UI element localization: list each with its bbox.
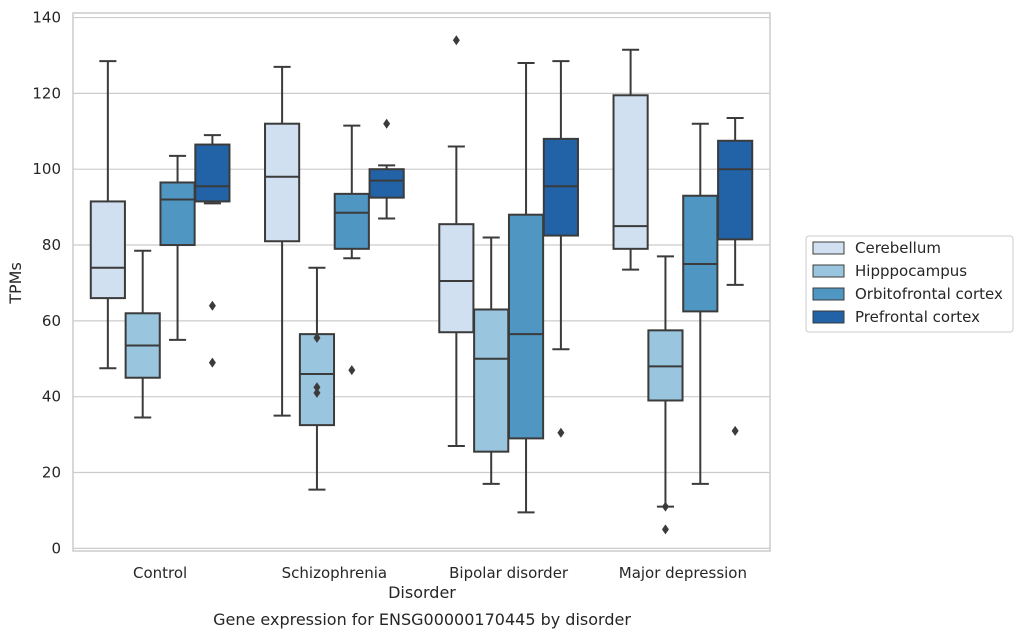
x-axis-label: Disorder [388,583,456,602]
legend-swatch [812,241,845,255]
y-tick-label: 0 [51,539,61,557]
legend-swatch [812,264,845,278]
outlier-point [557,427,565,438]
legend-items: Cerebellum Hipppocampus Orbitofrontal cort… [812,239,1003,326]
box-group [368,118,405,220]
chart-caption: Gene expression for ENSG00000170445 by d… [213,610,631,629]
outlier-point [661,501,669,512]
box-group [682,122,719,485]
y-tick-label: 60 [42,312,61,330]
box [717,139,754,241]
legend-label: Prefrontal cortex [855,308,980,326]
box [612,94,649,250]
x-tick-label: Schizophrenia [282,564,387,582]
legend-label: Hipppocampus [855,262,967,280]
legend-swatch [812,287,845,301]
outlier-point [313,382,321,393]
box [682,194,719,313]
legend-frame [805,235,1014,333]
x-tick-labels: Control Schizophrenia Bipolar disorder Majo… [133,564,747,582]
outlier-point [208,357,216,368]
x-tick-label: Bipolar disorder [449,564,569,582]
legend-label: Cerebellum [855,239,941,257]
box-group [333,124,370,376]
box [89,200,126,300]
legend: Cerebellum Hipppocampus Orbitofrontal cort… [805,235,1014,333]
box-group [159,154,196,341]
box-group [507,62,545,514]
plot-background [72,12,771,552]
box-group [89,60,126,370]
box-group [124,249,161,419]
y-tick-label: 20 [42,464,61,482]
y-axis-label: TPMs [6,262,25,305]
box [368,168,405,199]
y-tick-label: 120 [32,84,61,102]
box [507,213,545,440]
outlier-point [348,365,356,376]
y-tick-label: 140 [32,9,61,27]
box [264,122,301,243]
box-group [438,35,475,447]
legend-label: Orbitofrontal cortex [855,285,1003,303]
box-group [542,60,579,438]
box-group [612,48,649,271]
box-group [264,65,301,417]
outlier-point [313,332,321,343]
y-tick-label: 40 [42,388,61,406]
outlier-point [731,425,739,436]
box-group [194,134,231,368]
y-tick-label: 80 [42,236,61,254]
x-tick-label: Major depression [619,564,747,582]
outlier-point [452,35,460,46]
outlier-point [313,387,321,398]
boxes-layer [89,35,754,535]
y-tick-label: 100 [32,160,61,178]
box [159,181,196,247]
x-tick-label: Control [133,564,187,582]
box [298,333,336,427]
box-group [473,236,510,485]
box-group [647,255,684,535]
box-group [717,117,754,436]
y-tick-labels: 0 20 40 60 80 100 120 140 [32,9,61,558]
outlier-point [208,300,216,311]
box [438,223,475,334]
box [194,143,231,203]
legend-swatch [812,310,845,324]
box-group [298,266,336,491]
outlier-point [383,118,391,129]
box [473,308,510,453]
outlier-point [661,524,669,535]
box [333,192,370,250]
